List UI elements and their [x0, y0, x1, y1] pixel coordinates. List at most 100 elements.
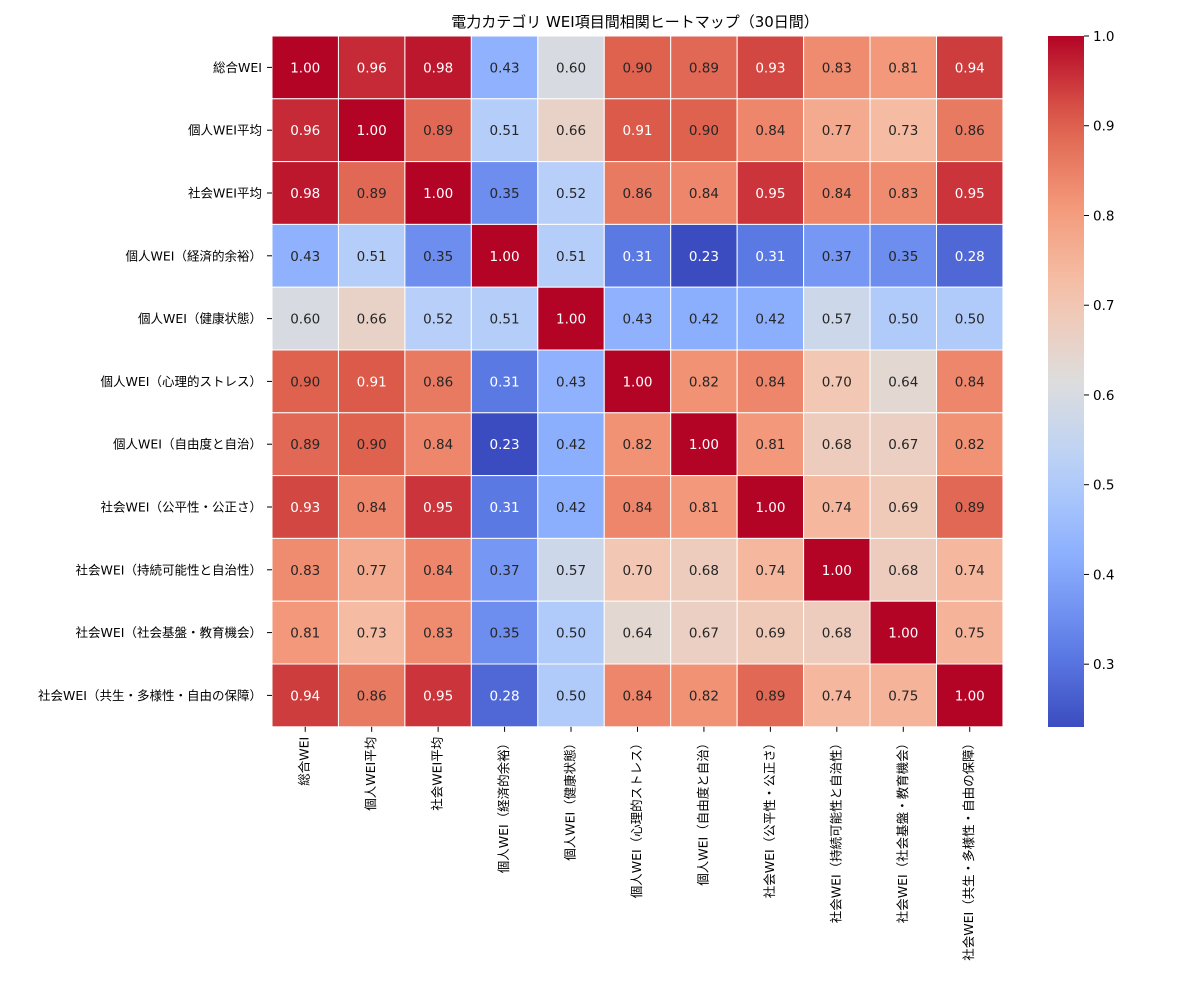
cell-value-label: 1.00	[955, 688, 985, 704]
cell-value-label: 0.83	[822, 60, 852, 76]
column-label: 個人WEI平均	[363, 737, 378, 811]
cell-value-label: 0.84	[357, 500, 387, 516]
column-label: 個人WEI（経済的余裕）	[496, 737, 511, 873]
cell-value-label: 0.91	[622, 123, 652, 139]
heatmap-cell	[803, 98, 871, 163]
heatmap-cell	[603, 98, 672, 163]
heatmap-cell	[271, 475, 339, 539]
cell-value-label: 0.84	[423, 437, 453, 453]
cell-value-label: 0.89	[423, 123, 453, 139]
row-label: 社会WEI（社会基盤・教育機会）	[76, 625, 262, 640]
heatmap-cell	[736, 475, 805, 539]
heatmap-cell	[337, 663, 406, 728]
cell-value-label: 0.68	[822, 437, 852, 453]
cell-value-label: 0.86	[423, 374, 453, 390]
row-label: 総合WEI	[213, 60, 262, 75]
cell-value-label: 0.84	[622, 500, 652, 516]
colorbar-tick-label: 0.5	[1093, 478, 1114, 494]
row-label: 個人WEI（健康状態）	[138, 311, 262, 326]
heatmap-cell	[869, 35, 937, 100]
cell-value-label: 0.95	[423, 688, 453, 704]
colorbar-tick-label: 0.8	[1093, 208, 1114, 224]
cell-value-label: 1.00	[755, 500, 785, 516]
cell-value-label: 0.28	[490, 688, 520, 704]
row-label: 社会WEI（共生・多様性・自由の保障）	[38, 688, 262, 703]
heatmap-cell	[537, 600, 605, 665]
heatmap-cell	[803, 349, 871, 414]
cell-value-label: 0.42	[689, 312, 719, 328]
heatmap-cell	[603, 286, 672, 351]
heatmap-cell	[537, 663, 605, 728]
cell-value-label: 0.57	[822, 312, 852, 328]
cell-value-label: 0.74	[822, 500, 852, 516]
heatmap-cell	[936, 161, 1004, 225]
cell-value-label: 0.93	[290, 500, 320, 516]
cell-value-label: 0.51	[490, 123, 520, 139]
heatmap-cell	[404, 286, 472, 351]
heatmap-cell	[736, 663, 805, 728]
cell-value-label: 0.35	[490, 186, 520, 202]
heatmap-cell	[869, 663, 937, 728]
row-label: 個人WEI（経済的余裕）	[126, 248, 262, 263]
row-label: 社会WEI平均	[188, 186, 262, 201]
cell-value-label: 0.89	[290, 437, 320, 453]
cell-value-label: 0.84	[622, 688, 652, 704]
colorbar-gradient	[1048, 36, 1084, 727]
heatmap-cell	[603, 161, 672, 225]
cell-value-label: 0.81	[888, 60, 918, 76]
cell-value-label: 0.51	[490, 312, 520, 328]
heatmap-cells: 1.00 0.96 0.98 0.43 0.60 0.90 0.89 0.93 0.83 0.81…	[271, 35, 1004, 728]
cell-value-label: 0.64	[888, 374, 918, 390]
heatmap-cell	[404, 600, 472, 665]
heatmap-cell	[670, 98, 738, 163]
cell-value-label: 0.37	[490, 563, 520, 579]
cell-value-label: 1.00	[689, 437, 719, 453]
cell-value-label: 0.23	[490, 437, 520, 453]
column-labels: 総合WEI 個人WEI平均 社会WEI平均 個人WEI（経済的余裕） 個人WEI（健康状…	[297, 726, 976, 961]
cell-value-label: 0.82	[622, 437, 652, 453]
cell-value-label: 0.51	[556, 249, 586, 265]
heatmap-cell	[271, 286, 339, 351]
column-label: 社会WEI（社会基盤・教育機会）	[895, 737, 910, 923]
cell-value-label: 0.98	[423, 60, 453, 76]
cell-value-label: 1.00	[357, 123, 387, 139]
cell-value-label: 0.81	[755, 437, 785, 453]
cell-value-label: 0.73	[888, 123, 918, 139]
heatmap-cell	[936, 537, 1004, 602]
chart-title: 電力カテゴリ WEI項目間相関ヒートマップ（30日間）	[451, 13, 819, 31]
cell-value-label: 0.60	[556, 60, 586, 76]
cell-value-label: 0.86	[955, 123, 985, 139]
column-label: 総合WEI	[297, 737, 312, 786]
cell-value-label: 0.35	[423, 249, 453, 265]
cell-value-label: 0.42	[556, 437, 586, 453]
heatmap-cell	[670, 223, 738, 288]
heatmap-cell	[670, 412, 738, 477]
heatmap-cell	[337, 286, 406, 351]
heatmap-cell	[404, 35, 472, 100]
cell-value-label: 0.73	[357, 626, 387, 642]
heatmap-cell	[404, 537, 472, 602]
cell-value-label: 0.86	[357, 688, 387, 704]
heatmap-cell	[404, 223, 472, 288]
cell-value-label: 0.42	[556, 500, 586, 516]
cell-value-label: 1.00	[423, 186, 453, 202]
heatmap-cell	[869, 412, 937, 477]
heatmap-cell	[803, 600, 871, 665]
heatmap-cell	[337, 475, 406, 539]
cell-value-label: 0.50	[556, 688, 586, 704]
cell-value-label: 0.82	[689, 688, 719, 704]
heatmap-cell	[603, 663, 672, 728]
cell-value-label: 0.90	[290, 374, 320, 390]
cell-value-label: 0.50	[955, 312, 985, 328]
cell-value-label: 1.00	[888, 626, 918, 642]
cell-value-label: 0.31	[622, 249, 652, 265]
cell-value-label: 0.23	[689, 249, 719, 265]
heatmap-cell	[470, 286, 539, 351]
heatmap-cell	[271, 412, 339, 477]
heatmap-cell	[936, 223, 1004, 288]
cell-value-label: 0.95	[755, 186, 785, 202]
heatmap-cell	[603, 223, 672, 288]
row-label: 社会WEI（持続可能性と自治性）	[76, 562, 262, 577]
cell-value-label: 0.68	[689, 563, 719, 579]
